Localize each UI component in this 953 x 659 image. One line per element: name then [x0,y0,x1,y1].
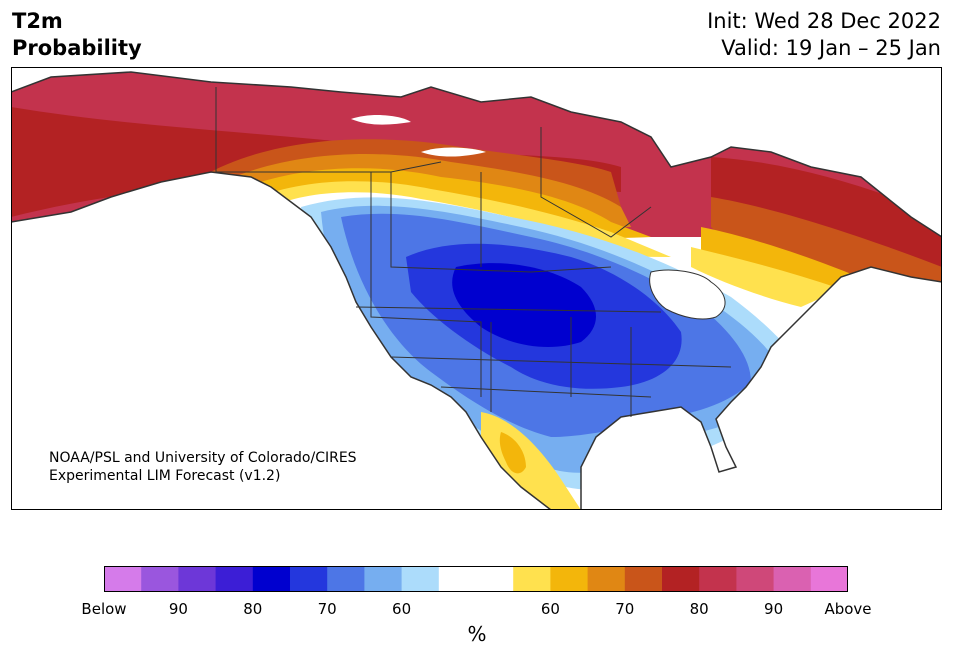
credit-line-2: Experimental LIM Forecast (v1.2) [49,468,281,484]
colorbar-swatch [587,566,626,592]
colorbar-swatch [438,566,477,592]
colorbar-tick-label: Below [81,600,127,618]
map-title: T2m Probability [12,8,142,62]
colorbar-swatch [252,566,291,592]
colorbar-tick-label: 70 [317,600,337,618]
colorbar-swatch [215,566,254,592]
credit-line-1: NOAA/PSL and University of Colorado/CIRE… [49,450,357,466]
forecast-map [11,67,942,510]
colorbar-tick-label: Above [824,600,872,618]
colorbar-swatch [476,566,514,592]
colorbar-swatch [327,566,365,592]
colorbar-swatch [364,566,403,592]
colorbar-swatch [104,566,142,592]
colorbar-tick-label: 90 [168,600,188,618]
colorbar-border [104,566,848,592]
valid-range: Valid: 19 Jan – 25 Jan [721,36,941,60]
colorbar-swatch [773,566,812,592]
colorbar-swatch [401,566,440,592]
colorbar-swatch [178,566,217,592]
colorbar-swatch [624,566,663,592]
colorbar [104,566,848,592]
init-date: Init: Wed 28 Dec 2022 [707,9,941,33]
forecast-dates: Init: Wed 28 Dec 2022 Valid: 19 Jan – 25… [707,8,941,62]
colorbar-swatch [513,566,551,592]
colorbar-swatch [550,566,589,592]
colorbar-tick-label: 60 [392,600,412,618]
product-label: Probability [12,36,142,60]
colorbar-tick-label: 80 [243,600,263,618]
colorbar-swatches [104,566,848,592]
colorbar-tick-label: 70 [615,600,635,618]
colorbar-unit: % [467,622,487,646]
colorbar-tick-label: 90 [764,600,784,618]
colorbar-swatch [736,566,775,592]
colorbar-swatch [810,566,848,592]
attribution: NOAA/PSL and University of Colorado/CIRE… [49,449,357,485]
colorbar-swatch [662,566,700,592]
colorbar-swatch [141,566,179,592]
variable-label: T2m [12,9,63,33]
colorbar-swatch [699,566,737,592]
colorbar-tick-label: 80 [689,600,709,618]
colorbar-tick-label: 60 [540,600,560,618]
colorbar-swatch [290,566,328,592]
